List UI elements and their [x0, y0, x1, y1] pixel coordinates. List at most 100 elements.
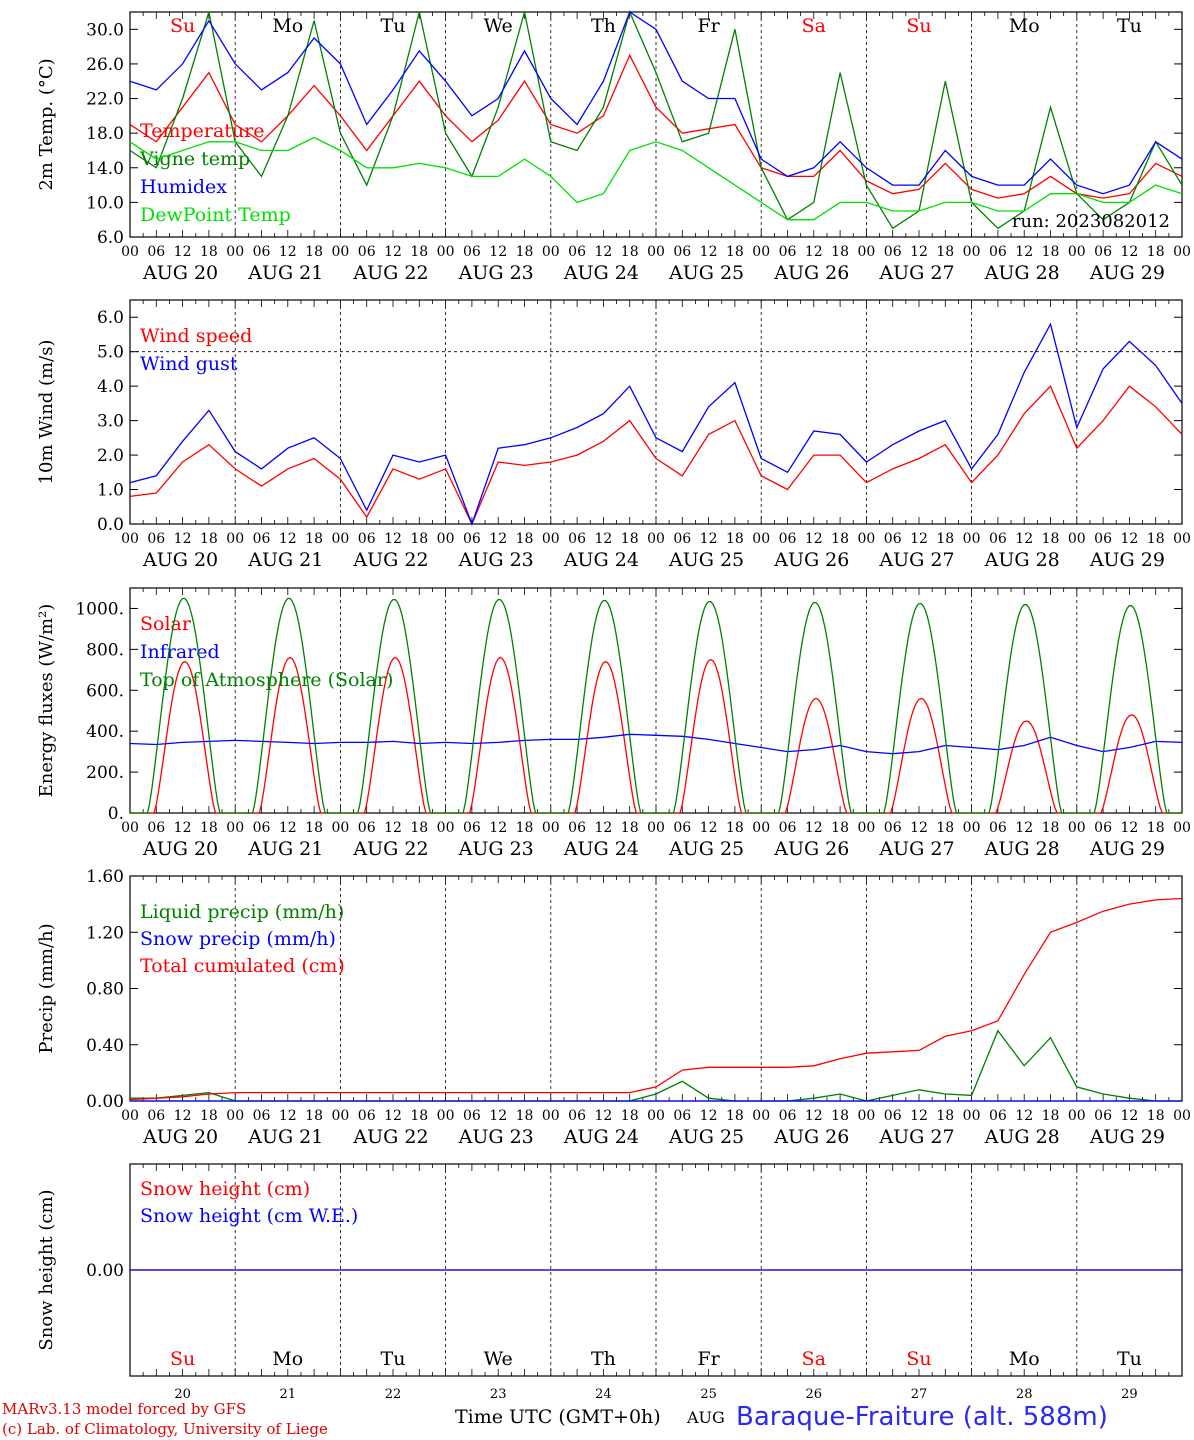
y-tick-label: 6.0 — [97, 308, 124, 328]
hour-tick-label: 18 — [726, 820, 744, 836]
legend-entry: Liquid precip (mm/h) — [140, 901, 344, 923]
y-tick-label: 18.0 — [86, 124, 124, 144]
date-label: AUG 21 — [247, 262, 323, 284]
date-label: AUG 23 — [458, 262, 534, 284]
hour-tick-label: 18 — [831, 1108, 849, 1124]
hour-tick-label: 00 — [963, 820, 981, 836]
hour-tick-label: 06 — [253, 244, 271, 260]
hour-tick-label: 00 — [752, 244, 770, 260]
weekday-label: Th — [591, 15, 616, 37]
y-tick-label: 26.0 — [86, 55, 124, 75]
hour-tick-label: 00 — [542, 1108, 560, 1124]
hour-tick-label: 06 — [673, 531, 691, 547]
hour-tick-label: 18 — [1042, 1108, 1060, 1124]
hour-tick-label: 12 — [1015, 820, 1033, 836]
weekday-label: Su — [170, 15, 195, 37]
weekday-label: Sa — [802, 15, 826, 37]
hour-tick-label: 18 — [410, 820, 428, 836]
hour-tick-label: 06 — [989, 820, 1007, 836]
hour-tick-label: 12 — [1120, 1108, 1138, 1124]
date-label: AUG 20 — [142, 838, 218, 860]
hour-tick-label: 06 — [358, 531, 376, 547]
hour-tick-label: 12 — [279, 1108, 297, 1124]
hour-tick-label: 06 — [358, 244, 376, 260]
hour-tick-label: 00 — [752, 531, 770, 547]
hour-tick-label: 00 — [437, 531, 455, 547]
date-label: AUG 29 — [1089, 838, 1165, 860]
hour-tick-label: 18 — [1147, 244, 1165, 260]
date-label: AUG 27 — [878, 549, 954, 571]
series-line-top-of-atmosphere-solar- — [130, 597, 1182, 814]
date-label: AUG 22 — [352, 549, 428, 571]
hour-tick-label: 00 — [647, 244, 665, 260]
hour-tick-label: 00 — [1173, 820, 1191, 836]
hour-tick-label: 12 — [489, 820, 507, 836]
hour-tick-label: 18 — [936, 820, 954, 836]
hour-tick-label: 06 — [463, 820, 481, 836]
hour-tick-label: 00 — [963, 531, 981, 547]
hour-tick-label: 12 — [489, 1108, 507, 1124]
hour-tick-label: 12 — [700, 1108, 718, 1124]
date-label: AUG 21 — [247, 549, 323, 571]
hour-tick-label: 00 — [226, 244, 244, 260]
series-line-total-cumulated-cm- — [129, 897, 1183, 1101]
hour-tick-label: 06 — [779, 1108, 797, 1124]
time-axis-label: Time UTC (GMT+0h) — [455, 1406, 661, 1428]
hour-tick-label: 12 — [384, 1108, 402, 1124]
date-label: AUG 20 — [142, 262, 218, 284]
weekday-label: Tu — [381, 1348, 406, 1370]
hour-tick-label: 18 — [305, 244, 323, 260]
y-tick-label: 600. — [86, 681, 124, 701]
series-line-vigne-temp — [129, 10, 1183, 230]
hour-tick-label: 00 — [1173, 531, 1191, 547]
hour-tick-label: 00 — [121, 820, 139, 836]
hour-tick-label: 18 — [936, 244, 954, 260]
hour-tick-label: 18 — [516, 1108, 534, 1124]
hour-tick-label: 06 — [147, 1108, 165, 1124]
hour-tick-label: 00 — [437, 820, 455, 836]
date-label: AUG 26 — [773, 1126, 849, 1148]
hour-tick-label: 18 — [831, 820, 849, 836]
y-tick-label: 200. — [86, 763, 124, 783]
hour-tick-label: 06 — [779, 820, 797, 836]
date-label: AUG 24 — [563, 838, 639, 860]
hour-tick-label: 00 — [226, 1108, 244, 1124]
date-label: AUG 26 — [773, 549, 849, 571]
hour-tick-label: 12 — [700, 244, 718, 260]
hour-tick-label: 00 — [1068, 531, 1086, 547]
date-label: AUG 25 — [668, 838, 744, 860]
hour-tick-label: 06 — [884, 820, 902, 836]
date-label: AUG 24 — [563, 1126, 639, 1148]
hour-tick-label: 06 — [358, 1108, 376, 1124]
hour-tick-label: 18 — [726, 1108, 744, 1124]
hour-tick-label: 00 — [857, 244, 875, 260]
hour-tick-label: 00 — [226, 531, 244, 547]
series-line-infrared — [129, 733, 1183, 755]
hour-tick-label: 06 — [884, 531, 902, 547]
series-line-dewpoint-temp — [129, 136, 1183, 221]
day-number: 28 — [1016, 1387, 1033, 1402]
hour-tick-label: 12 — [174, 244, 192, 260]
day-number: 22 — [385, 1387, 402, 1402]
hour-tick-label: 12 — [594, 1108, 612, 1124]
legend-entry: Wind speed — [140, 325, 252, 347]
hour-tick-label: 06 — [568, 1108, 586, 1124]
hour-tick-label: 18 — [200, 1108, 218, 1124]
date-label: AUG 22 — [352, 1126, 428, 1148]
hour-tick-label: 12 — [384, 531, 402, 547]
hour-tick-label: 00 — [331, 531, 349, 547]
weekday-label: We — [484, 15, 513, 37]
y-tick-label: 5.0 — [97, 343, 124, 363]
hour-tick-label: 00 — [752, 1108, 770, 1124]
weekday-label: Su — [170, 1348, 195, 1370]
weekday-label: Fr — [697, 1348, 720, 1370]
hour-tick-label: 18 — [1147, 531, 1165, 547]
hour-tick-label: 18 — [516, 244, 534, 260]
hour-tick-label: 12 — [910, 820, 928, 836]
hour-tick-label: 18 — [1042, 531, 1060, 547]
date-label: AUG 24 — [563, 262, 639, 284]
hour-tick-label: 18 — [200, 244, 218, 260]
hour-tick-label: 12 — [594, 244, 612, 260]
y-tick-label: 0.00 — [86, 1092, 124, 1112]
